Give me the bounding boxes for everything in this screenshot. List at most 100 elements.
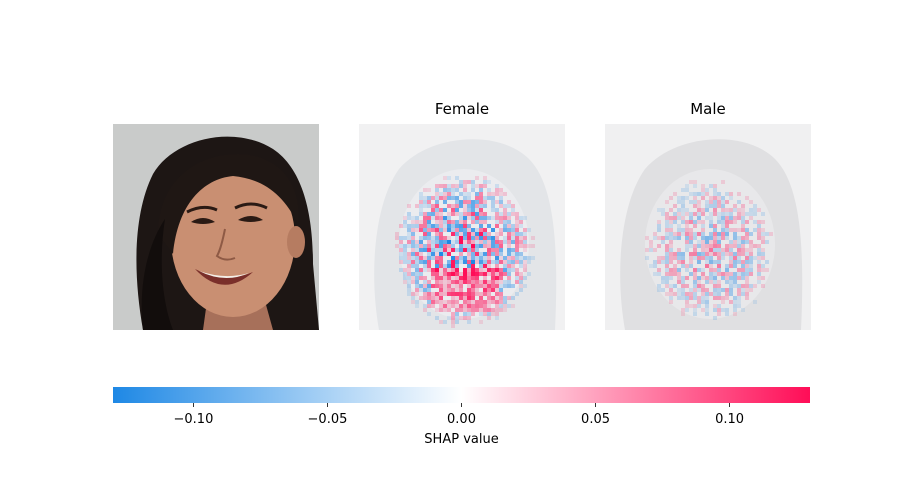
shap-cell: [471, 208, 475, 212]
shap-cell: [761, 212, 765, 216]
shap-cell: [499, 296, 503, 300]
shap-cell: [479, 232, 483, 236]
shap-cell: [523, 248, 527, 252]
shap-cell: [741, 228, 745, 232]
shap-cell: [431, 208, 435, 212]
shap-cell: [653, 236, 657, 240]
shap-cell: [761, 240, 765, 244]
shap-cell: [447, 184, 451, 188]
shap-cell: [737, 284, 741, 288]
shap-cell: [447, 212, 451, 216]
shap-cell: [693, 212, 697, 216]
shap-cell: [701, 208, 705, 212]
shap-cell: [475, 236, 479, 240]
shap-cell: [447, 316, 451, 320]
shap-cell: [701, 184, 705, 188]
shap-cell: [423, 232, 427, 236]
shap-cell: [411, 292, 415, 296]
shap-cell: [455, 224, 459, 228]
shap-cell: [507, 232, 511, 236]
shap-cell: [407, 276, 411, 280]
shap-cell: [439, 308, 443, 312]
shap-cell: [677, 224, 681, 228]
shap-cell: [693, 308, 697, 312]
shap-cell: [745, 284, 749, 288]
shap-cell: [737, 296, 741, 300]
shap-cell: [721, 252, 725, 256]
shap-cell: [431, 272, 435, 276]
shap-cell: [483, 228, 487, 232]
shap-cell: [737, 252, 741, 256]
shap-cell: [689, 200, 693, 204]
shap-cell: [685, 268, 689, 272]
shap-cell: [411, 236, 415, 240]
shap-cell: [407, 292, 411, 296]
shap-cell: [463, 208, 467, 212]
shap-cell: [427, 260, 431, 264]
shap-cell: [733, 260, 737, 264]
shap-cell: [665, 236, 669, 240]
shap-cell: [653, 248, 657, 252]
shap-cell: [483, 272, 487, 276]
shap-cell: [523, 244, 527, 248]
shap-cell: [431, 228, 435, 232]
shap-cell: [439, 212, 443, 216]
shap-cell: [511, 204, 515, 208]
shap-cell: [459, 216, 463, 220]
shap-cell: [733, 220, 737, 224]
shap-cell: [491, 200, 495, 204]
shap-cell: [717, 312, 721, 316]
shap-cell: [419, 212, 423, 216]
shap-cell: [717, 240, 721, 244]
shap-cell: [463, 228, 467, 232]
shap-cell: [669, 300, 673, 304]
shap-cell: [757, 224, 761, 228]
shap-cell: [467, 280, 471, 284]
shap-cell: [677, 260, 681, 264]
shap-cell: [475, 184, 479, 188]
shap-cell: [737, 292, 741, 296]
shap-cell: [733, 308, 737, 312]
shap-cell: [431, 296, 435, 300]
shap-cell: [475, 240, 479, 244]
shap-cell: [709, 240, 713, 244]
shap-cell: [435, 300, 439, 304]
shap-cell: [491, 228, 495, 232]
shap-cell: [463, 296, 467, 300]
shap-cell: [725, 200, 729, 204]
shap-cell: [435, 308, 439, 312]
shap-cell: [487, 296, 491, 300]
shap-cell: [685, 236, 689, 240]
shap-cell: [677, 196, 681, 200]
shap-cell: [685, 308, 689, 312]
shap-cell: [511, 260, 515, 264]
shap-cell: [475, 244, 479, 248]
shap-cell: [725, 268, 729, 272]
shap-cell: [523, 232, 527, 236]
shap-cell: [669, 272, 673, 276]
shap-cell: [705, 208, 709, 212]
shap-cell: [447, 280, 451, 284]
shap-cell: [749, 252, 753, 256]
shap-cell: [737, 272, 741, 276]
shap-cell: [515, 252, 519, 256]
shap-cell: [729, 244, 733, 248]
shap-cell: [435, 296, 439, 300]
shap-cell: [427, 236, 431, 240]
shap-cell: [451, 288, 455, 292]
shap-cell: [491, 196, 495, 200]
shap-cell: [443, 300, 447, 304]
shap-cell: [677, 252, 681, 256]
shap-cell: [665, 232, 669, 236]
shap-cell: [419, 228, 423, 232]
shap-cell: [503, 228, 507, 232]
shap-cell: [443, 236, 447, 240]
shap-cell: [499, 232, 503, 236]
shap-cell: [439, 284, 443, 288]
shap-cell: [495, 200, 499, 204]
shap-cell: [419, 204, 423, 208]
shap-cell: [451, 316, 455, 320]
shap-cell: [661, 260, 665, 264]
shap-cell: [499, 292, 503, 296]
shap-cell: [693, 236, 697, 240]
